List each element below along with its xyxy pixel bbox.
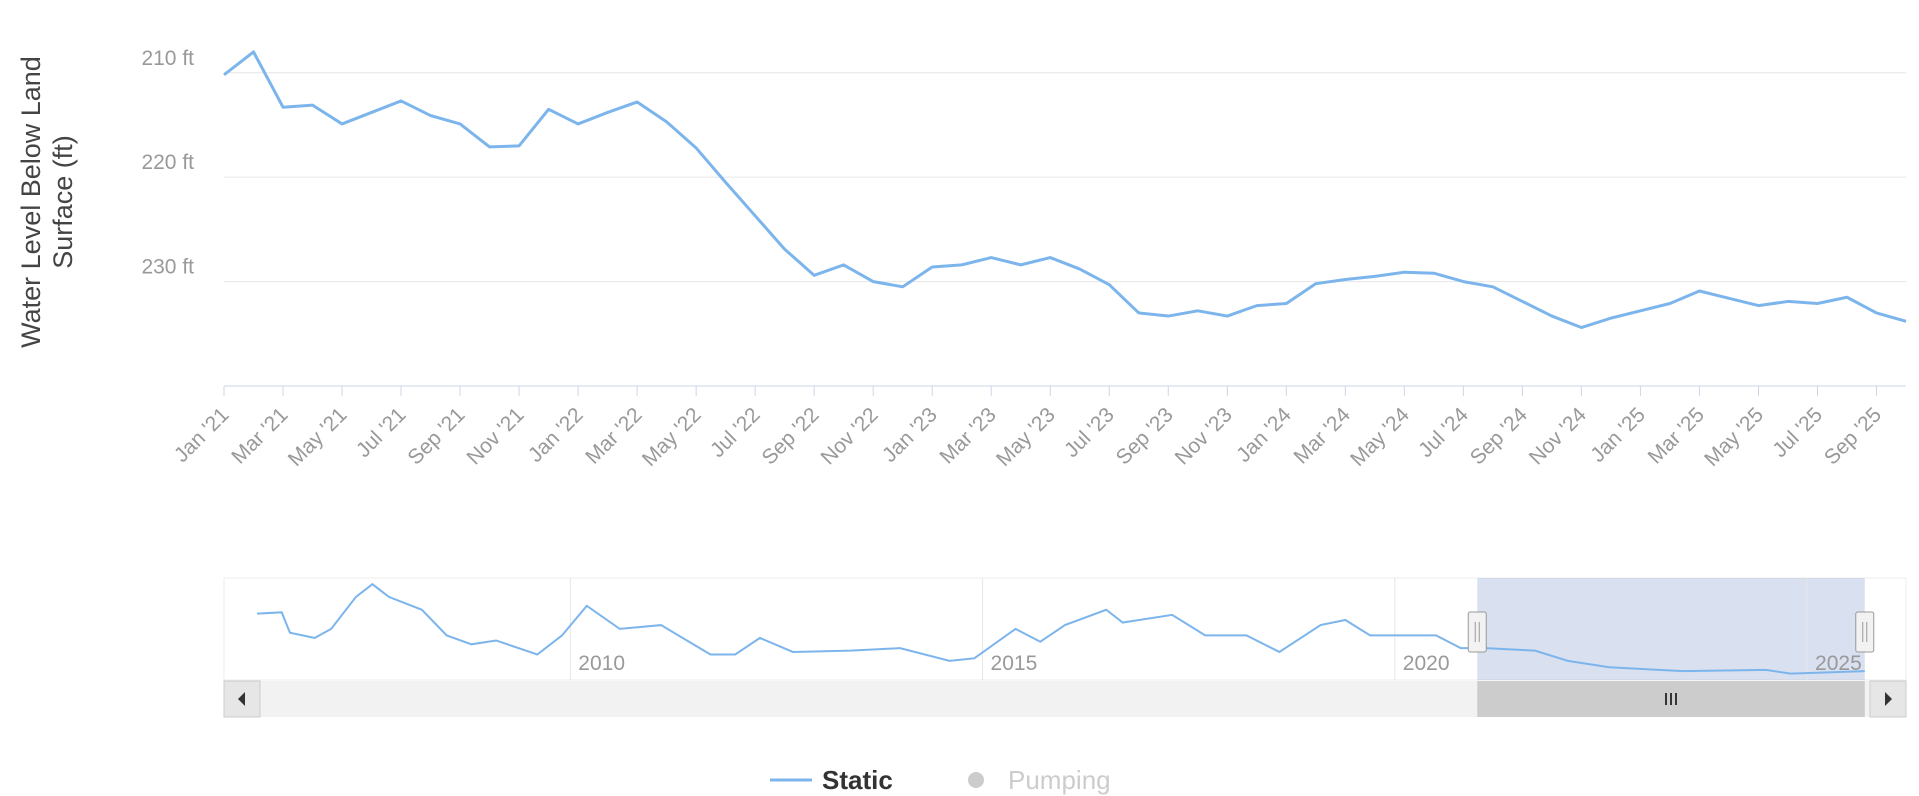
navigator-mask <box>1477 578 1865 680</box>
handle-body <box>1855 611 1875 653</box>
y-tick-label: 220 ft <box>141 151 194 174</box>
x-tick-label: Mar '23 <box>935 403 1000 468</box>
navigator-tick-label: 2015 <box>991 652 1038 675</box>
x-tick-label: Sep '24 <box>1466 403 1532 469</box>
x-tick-label: May '22 <box>638 403 706 471</box>
x-tick-label: Jul '22 <box>706 403 765 462</box>
x-tick-label: Jul '24 <box>1414 403 1473 462</box>
x-tick-label: Jan '21 <box>170 403 234 467</box>
x-tick-label: Mar '22 <box>581 403 646 468</box>
data-line <box>223 50 1907 330</box>
x-tick-label: Jan '23 <box>878 403 942 467</box>
y-axis-title: Water Level Below Land Surface (ft) <box>16 56 78 348</box>
x-tick-label: Sep '21 <box>403 403 469 469</box>
x-tick-label: Jan '24 <box>1232 403 1296 467</box>
x-tick-label: Jul '21 <box>352 403 411 462</box>
legend-label: Static <box>822 765 893 795</box>
x-tick-label: May '23 <box>992 403 1060 471</box>
x-tick-label: May '25 <box>1700 403 1768 471</box>
x-tick-label: Sep '22 <box>758 403 824 469</box>
legend-item[interactable]: Static <box>770 765 893 795</box>
x-tick-label: Jul '25 <box>1768 403 1827 462</box>
navigator-tick-label: 2020 <box>1403 652 1450 675</box>
navigator-handle[interactable] <box>1467 611 1487 653</box>
navigator-handle[interactable] <box>1855 611 1875 653</box>
handle-body <box>1467 611 1487 653</box>
x-tick-label: Jan '22 <box>524 403 588 467</box>
legend-item[interactable]: Pumping <box>968 765 1111 795</box>
legend-label: Pumping <box>1008 765 1111 795</box>
navigator-tick-label: 2025 <box>1815 652 1862 675</box>
x-tick-label: Mar '24 <box>1290 403 1356 469</box>
x-tick-label: Sep '23 <box>1112 403 1178 469</box>
x-tick-label: Sep '25 <box>1820 403 1886 469</box>
navigator-bg <box>223 577 1907 681</box>
arrow-left <box>238 692 245 706</box>
x-tick-label: May '24 <box>1346 403 1414 471</box>
x-tick-label: May '21 <box>284 403 352 471</box>
x-tick-label: Mar '25 <box>1644 403 1709 468</box>
x-tick-label: Mar '21 <box>227 403 292 468</box>
navigator-tick-label: 2010 <box>578 652 625 675</box>
x-tick-label: Nov '23 <box>1171 403 1237 469</box>
x-tick-label: Nov '24 <box>1525 403 1591 469</box>
x-tick-label: Nov '22 <box>817 403 883 469</box>
x-tick-label: Nov '21 <box>462 403 528 469</box>
y-tick-label: 230 ft <box>141 256 194 279</box>
x-tick-label: Jul '23 <box>1060 403 1119 462</box>
legend-symbol <box>968 772 984 788</box>
y-tick-label: 210 ft <box>141 47 194 70</box>
arrow-right <box>1885 692 1892 706</box>
x-tick-label: Jan '25 <box>1586 403 1650 467</box>
